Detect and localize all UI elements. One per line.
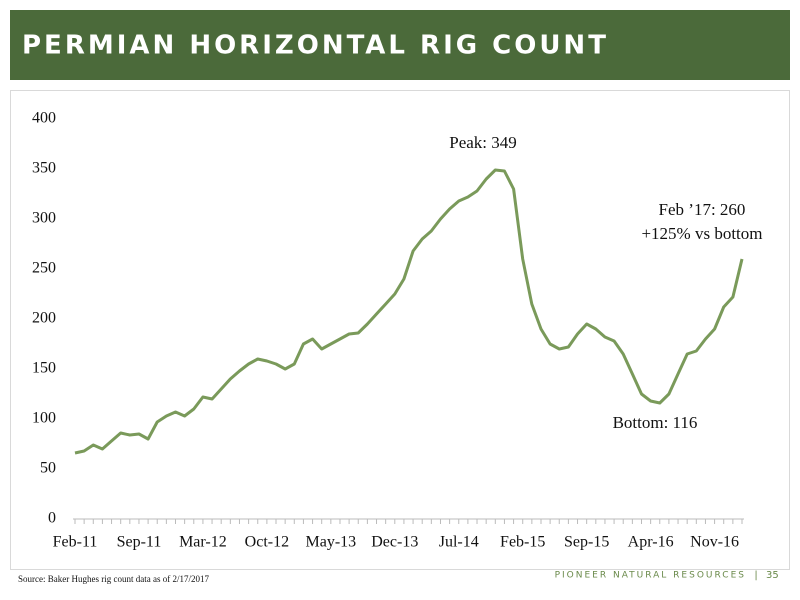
x-tick-label: Apr-16 bbox=[628, 534, 674, 551]
chart-title: PERMIAN HORIZONTAL RIG COUNT bbox=[22, 31, 609, 61]
y-tick-label: 200 bbox=[32, 310, 56, 327]
y-tick-label: 250 bbox=[32, 260, 56, 277]
chart-frame bbox=[10, 90, 790, 570]
y-tick-label: 150 bbox=[32, 360, 56, 377]
y-tick-label: 0 bbox=[48, 510, 56, 527]
x-tick-label: Feb-11 bbox=[53, 534, 98, 551]
x-tick-label: May-13 bbox=[306, 534, 357, 551]
annotation: Bottom: 116 bbox=[613, 413, 698, 432]
annotation: Feb ’17: 260 bbox=[659, 200, 746, 219]
annotation: +125% vs bottom bbox=[641, 224, 762, 243]
title-band bbox=[10, 10, 790, 80]
data-line bbox=[74, 168, 744, 455]
x-tick-label: Feb-15 bbox=[500, 534, 545, 551]
y-tick-label: 350 bbox=[32, 160, 56, 177]
y-tick-label: 400 bbox=[32, 110, 56, 127]
footer-company: PIONEER NATURAL RESOURCES bbox=[555, 571, 746, 581]
x-tick-label: Jul-14 bbox=[439, 534, 479, 551]
page-number: 35 bbox=[766, 570, 779, 581]
footer-separator: | bbox=[754, 570, 757, 581]
annotation: Peak: 349 bbox=[449, 133, 517, 152]
x-tick-label: Oct-12 bbox=[245, 534, 289, 551]
y-tick-label: 300 bbox=[32, 210, 56, 227]
x-tick-label: Sep-15 bbox=[564, 534, 609, 551]
x-tick-label: Sep-11 bbox=[117, 534, 162, 551]
x-tick-label: Mar-12 bbox=[179, 534, 227, 551]
x-tick-label: Nov-16 bbox=[690, 534, 739, 551]
y-tick-label: 50 bbox=[40, 460, 56, 477]
source-note: Source: Baker Hughes rig count data as o… bbox=[18, 574, 209, 584]
y-tick-label: 100 bbox=[32, 410, 56, 427]
x-tick-label: Dec-13 bbox=[371, 534, 418, 551]
